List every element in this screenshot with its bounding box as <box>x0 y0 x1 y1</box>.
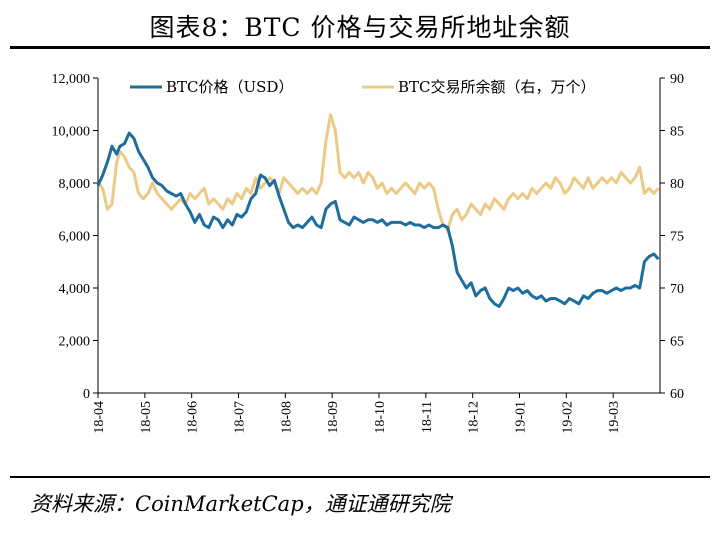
left-tick-label: 6,000 <box>59 230 91 245</box>
x-axis-ticks: 18-04 18-05 18-06 18-07 18-08 18-09 18-10 18-11… <box>92 393 622 434</box>
legend-item-price-label: BTC价格（USD） <box>166 78 293 96</box>
left-tick-label: 2,000 <box>59 335 91 350</box>
source-note: 资料来源：CoinMarketCap，通证通研究院 <box>30 492 451 516</box>
x-tick-label: 18-08 <box>279 401 294 434</box>
x-tick-label: 19-03 <box>607 401 622 434</box>
chart-title: 图表8：BTC 价格与交易所地址余额 <box>149 13 571 42</box>
x-tick-label: 18-05 <box>139 401 154 434</box>
price-series-line <box>96 131 660 308</box>
title-underline <box>10 46 710 49</box>
x-tick-label: 18-12 <box>467 401 482 434</box>
x-tick-label: 18-09 <box>326 401 341 434</box>
right-tick-label: 70 <box>670 282 684 297</box>
legend: BTC价格（USD） BTC交易所余额（右，万个） <box>130 78 596 96</box>
balance-series-line <box>96 113 660 232</box>
x-tick-label: 18-11 <box>420 401 435 433</box>
left-tick-label: 8,000 <box>59 177 91 192</box>
x-tick-label: 19-02 <box>560 401 575 434</box>
left-tick-label: 12,000 <box>52 72 91 87</box>
right-tick-label: 75 <box>670 230 684 245</box>
series-lines <box>96 113 660 308</box>
right-tick-label: 65 <box>670 335 684 350</box>
left-tick-label: 10,000 <box>52 125 91 140</box>
left-axis-ticks: 0 2,000 4,000 6,000 8,000 10,000 12,000 <box>52 72 98 402</box>
source-divider <box>10 476 710 478</box>
chart-axes <box>97 78 661 394</box>
x-tick-label: 18-07 <box>233 401 248 434</box>
right-axis-ticks: 60 65 70 75 80 85 90 <box>660 72 684 402</box>
left-tick-label: 4,000 <box>59 282 91 297</box>
x-tick-label: 18-10 <box>373 401 388 434</box>
x-tick-label: 19-01 <box>514 401 529 434</box>
x-tick-label: 18-04 <box>92 401 107 434</box>
legend-item-balance-label: BTC交易所余额（右，万个） <box>398 78 596 96</box>
right-tick-label: 80 <box>670 177 684 192</box>
x-tick-label: 18-06 <box>186 401 201 434</box>
right-tick-label: 85 <box>670 125 684 140</box>
right-tick-label: 90 <box>670 72 684 87</box>
left-tick-label: 0 <box>83 387 90 402</box>
right-tick-label: 60 <box>670 387 684 402</box>
